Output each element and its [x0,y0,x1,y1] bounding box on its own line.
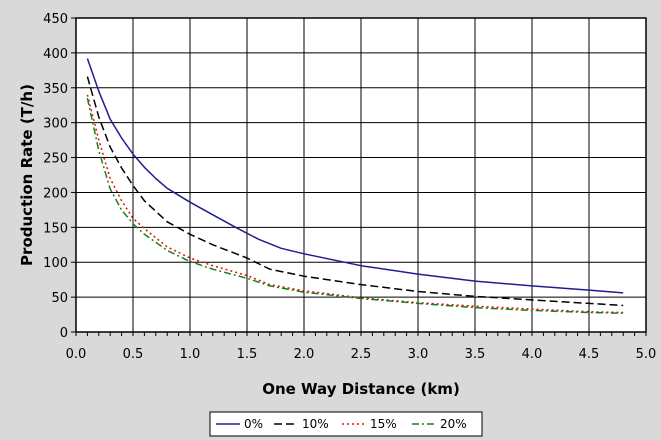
series-line-10pct [86,76,624,307]
legend-box [209,411,483,437]
y-tick-label: 300 [43,117,68,132]
grid [76,18,646,332]
y-tick-label: 250 [43,152,68,167]
y-tick-label: 450 [43,12,68,27]
y-tick-label: 0 [60,326,68,341]
legend: 0% 10% 15% 20% [209,411,483,437]
legend-label: 15% [370,417,397,431]
x-tick-label: 5.0 [636,347,657,362]
legend-label: 10% [302,417,329,431]
x-tick-label: 0.0 [66,347,87,362]
series-line-0pct [86,58,624,294]
x-tick-label: 4.5 [579,347,600,362]
y-tick-label: 100 [43,256,68,271]
y-tick-label: 50 [51,291,68,306]
x-tick-label: 0.5 [123,347,144,362]
y-tick-label: 150 [43,221,68,236]
x-tick-label: 3.5 [465,347,486,362]
x-tick-label: 2.5 [351,347,372,362]
x-tick-label: 3.0 [408,347,429,362]
x-axis-title: One Way Distance (km) [262,380,460,398]
x-tick-label: 2.0 [294,347,315,362]
legend-label: 0% [244,417,263,431]
y-axis-title: Production Rate (T/h) [18,84,36,266]
series-line-20pct [86,98,624,314]
x-tick-label: 1.5 [237,347,258,362]
x-tick-label: 1.0 [180,347,201,362]
y-tick-label: 350 [43,82,68,97]
legend-label: 20% [440,417,467,431]
y-tick-label: 200 [43,186,68,201]
x-tick-label: 4.0 [522,347,543,362]
y-tick-label: 400 [43,47,68,62]
axis-ticks: 0.0 0.5 1.0 1.5 2.0 2.5 3.0 3.5 4.0 4.5 5.0 0 50 100 1… [43,12,656,362]
series-lines [86,58,624,314]
